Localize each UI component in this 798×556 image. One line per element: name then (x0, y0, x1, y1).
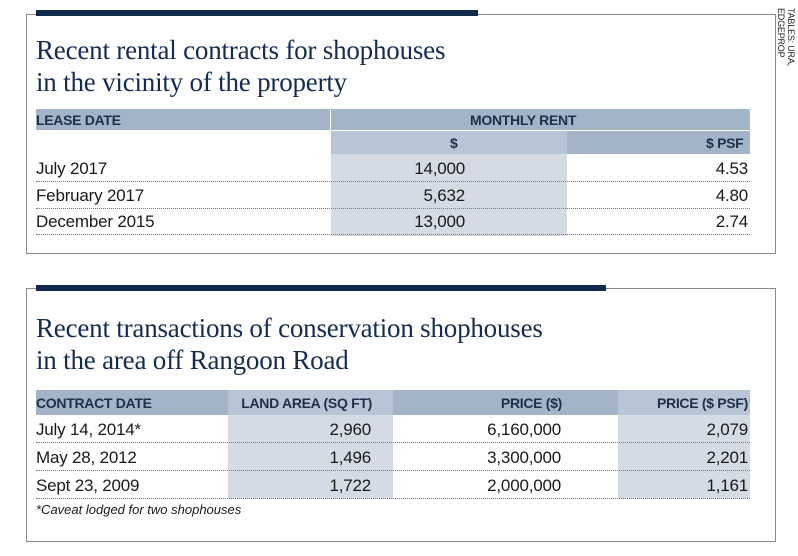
rental-title-line-2: in the vicinity of the property (36, 67, 347, 97)
rental-dollar-column-shade (331, 154, 567, 236)
rental-subheader-divider (330, 130, 750, 131)
col-price-psf: PRICE ($ PSF) (656, 395, 748, 411)
transactions-top-bar (36, 285, 606, 291)
transaction-row-2-price: 3,300,000 (487, 448, 561, 467)
col-dollar: $ (450, 135, 458, 151)
transaction-row-2-psf: 2,201 (706, 448, 748, 467)
rental-row-1-divider (36, 181, 750, 182)
rental-contracts-top-bar (36, 10, 478, 16)
col-lease-date: LEASE DATE (36, 112, 121, 128)
transaction-row-2-date: May 28, 2012 (36, 448, 137, 467)
price-psf-header-shade (618, 390, 750, 415)
transaction-row-1-date: July 14, 2014* (36, 420, 141, 439)
transaction-row-2-divider (36, 470, 750, 471)
rental-row-1-date: July 2017 (36, 159, 107, 178)
col-contract-date: CONTRACT DATE (36, 395, 152, 411)
rental-header-divider (330, 109, 331, 154)
price-psf-column-shade (618, 415, 750, 499)
transaction-row-1-area: 2,960 (329, 420, 371, 439)
col-monthly-rent: MONTHLY RENT (470, 112, 577, 128)
rental-header-band (36, 109, 750, 130)
rental-row-2-date: February 2017 (36, 186, 144, 205)
rental-title-line-1: Recent rental contracts for shophouses (36, 35, 446, 65)
land-area-header-shade (228, 390, 393, 415)
footnote: *Caveat lodged for two shophouses (36, 502, 242, 517)
transaction-row-3-date: Sept 23, 2009 (36, 476, 140, 495)
transaction-row-3-price: 2,000,000 (487, 476, 561, 495)
transaction-row-3-psf: 1,161 (706, 476, 748, 495)
transaction-row-3-area: 1,722 (329, 476, 371, 495)
transaction-row-1-price: 6,160,000 (487, 420, 561, 439)
transactions-title-line-2: in the area off Rangoon Road (36, 345, 349, 375)
transactions-title-line-1: Recent transactions of conservation shop… (36, 313, 543, 343)
land-area-column-shade (228, 415, 393, 499)
rental-row-3-psf: 2.74 (715, 212, 748, 231)
transaction-row-3-divider (36, 498, 750, 499)
rental-row-2-psf: 4.80 (715, 186, 748, 205)
rental-row-2-rent: 5,632 (423, 186, 465, 205)
transactions-title: Recent transactions of conservation shop… (36, 312, 543, 376)
rental-row-1-psf: 4.53 (715, 159, 748, 178)
rental-row-1-rent: 14,000 (414, 159, 465, 178)
transaction-row-1-psf: 2,079 (706, 420, 748, 439)
rental-row-3-date: December 2015 (36, 212, 155, 231)
rental-contracts-title: Recent rental contracts for shophouses i… (36, 34, 445, 98)
col-price: PRICE ($) (500, 395, 562, 411)
col-land-area: LAND AREA (SQ FT) (241, 395, 372, 411)
transaction-row-2-area: 1,496 (329, 448, 371, 467)
rental-row-3-divider (36, 234, 750, 235)
rental-row-2-divider (36, 208, 750, 209)
col-psf: $ PSF (706, 135, 744, 151)
rental-row-3-rent: 13,000 (414, 212, 465, 231)
rental-dollar-header-shade (331, 131, 567, 154)
source-credit: TABLES: URA, EDGEPROP (776, 8, 796, 66)
transaction-row-1-divider (36, 442, 750, 443)
